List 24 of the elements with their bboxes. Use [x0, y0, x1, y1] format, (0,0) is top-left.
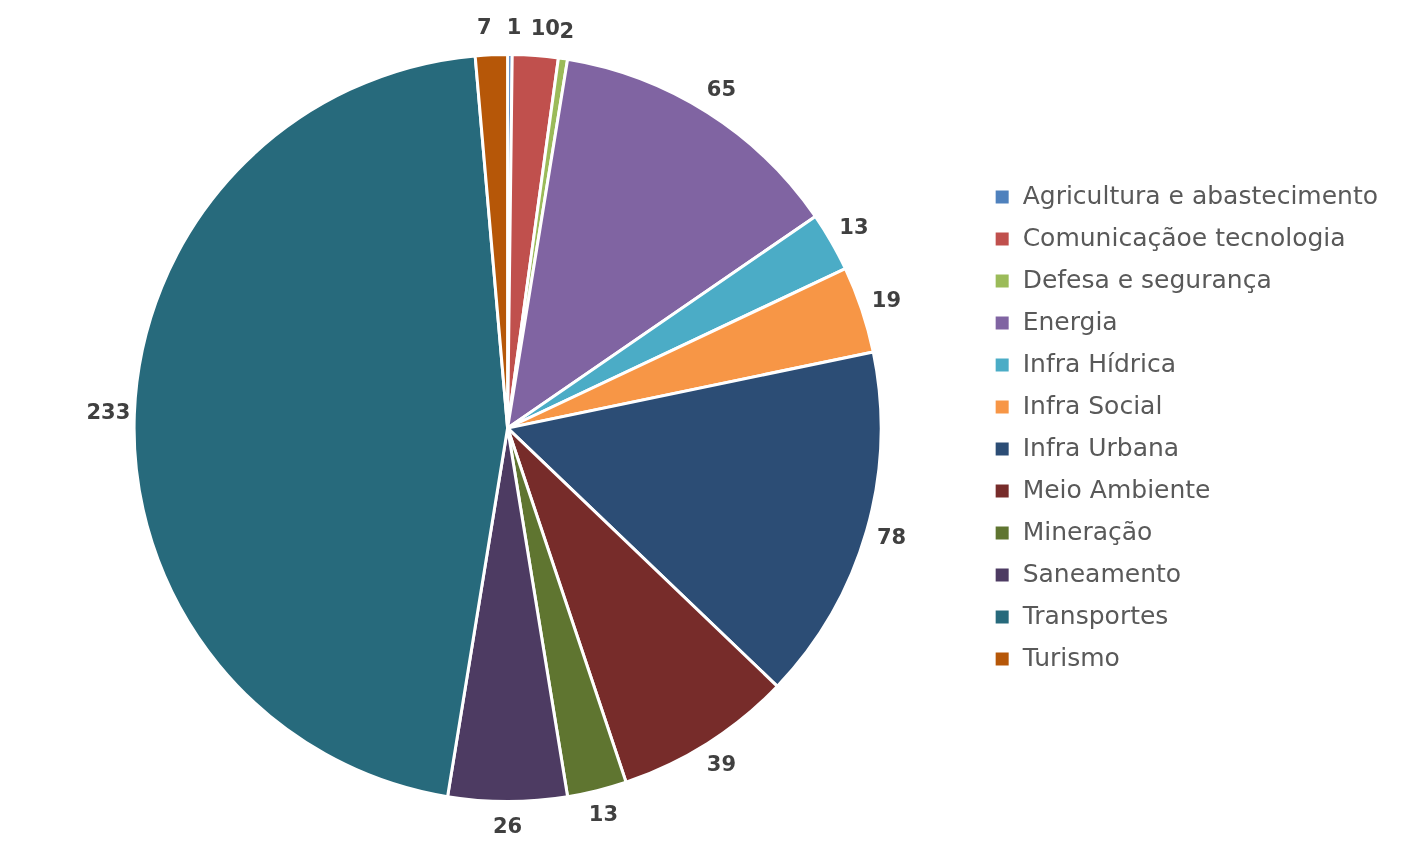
data-label: 26	[492, 813, 523, 838]
data-label: 13	[588, 802, 618, 827]
legend-label: Saneamento	[1022, 558, 1182, 588]
data-label: 233	[86, 399, 131, 424]
data-label: 7	[476, 15, 492, 40]
legend-label: Mineração	[1022, 516, 1153, 546]
legend-label: Turismo	[1021, 642, 1120, 672]
data-label: 65	[706, 77, 737, 102]
legend-label: Infra Social	[1022, 390, 1163, 420]
legend-label: Comunicaçãoe tecnologia	[1022, 222, 1346, 252]
data-label: 10	[530, 16, 560, 41]
legend-label: Transportes	[1021, 600, 1169, 630]
data-label: 39	[706, 751, 737, 776]
legend-label: Meio Ambiente	[1022, 474, 1211, 504]
data-label: 1	[506, 14, 522, 39]
legend-label: Agricultura e abastecimento	[1022, 180, 1379, 210]
data-label: 13	[839, 215, 869, 240]
legend-label: Infra Urbana	[1022, 432, 1180, 462]
data-label: 19	[871, 287, 902, 312]
legend-label: Defesa e segurança	[1022, 264, 1272, 294]
legend-label: Energia	[1022, 306, 1118, 336]
legend-label: Infra Hídrica	[1022, 348, 1177, 378]
data-label: 78	[876, 524, 907, 549]
data-label: 2	[559, 19, 575, 44]
